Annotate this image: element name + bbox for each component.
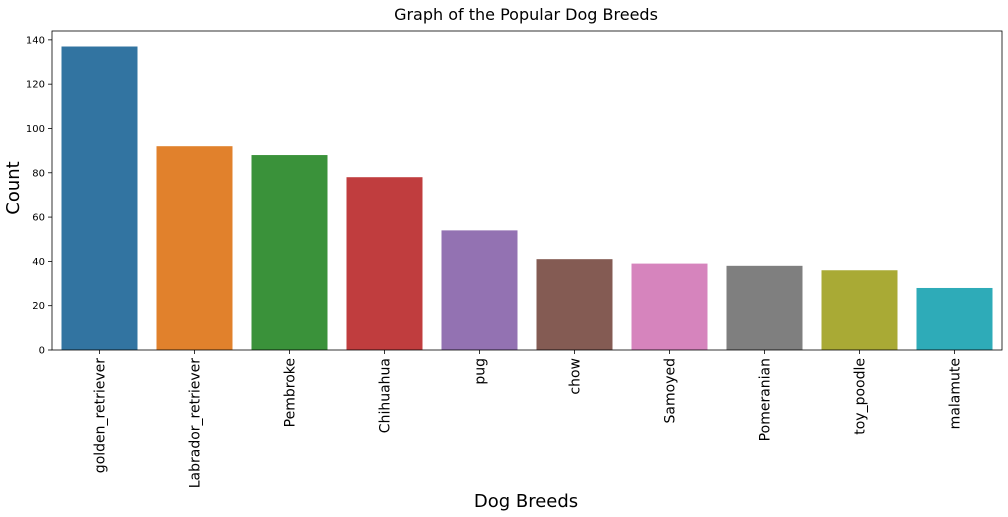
y-tick-label: 60 <box>32 213 45 224</box>
x-tick-label: Pembroke <box>283 358 299 427</box>
x-tick-label: golden_retriever <box>93 358 109 473</box>
bar-toy-poodle <box>821 270 898 350</box>
x-tick-label: toy_poodle <box>853 358 869 435</box>
bar-labrador-retriever <box>156 146 233 350</box>
y-tick-label: 20 <box>32 301 45 312</box>
x-tick-label: Samoyed <box>663 358 679 423</box>
x-axis-label: Dog Breeds <box>474 491 578 512</box>
bar-pug <box>441 230 518 350</box>
x-axis-ticks: golden_retriever Labrador_retriever Pembro… <box>93 350 964 488</box>
y-axis-label: Count <box>3 161 24 214</box>
bar-malamute <box>916 287 993 350</box>
y-tick-label: 120 <box>26 80 45 91</box>
y-tick-label: 140 <box>26 35 45 46</box>
bar-chihuahua <box>346 177 423 350</box>
x-tick-label: malamute <box>948 358 964 429</box>
bar-pomeranian <box>726 265 803 350</box>
x-tick-label: pug <box>473 358 489 385</box>
plot-frame <box>51 30 1003 351</box>
bar-samoyed <box>631 263 708 350</box>
x-tick-label: Pomeranian <box>758 358 774 441</box>
bar-pembroke <box>251 155 328 350</box>
chart-title: Graph of the Popular Dog Breeds <box>394 5 658 24</box>
y-tick-label: 80 <box>32 168 45 179</box>
y-axis-ticks: 0 20 40 60 80 100 120 140 <box>26 35 52 357</box>
bar-chow <box>536 259 613 350</box>
x-tick-label: Labrador_retriever <box>188 358 204 489</box>
y-tick-label: 100 <box>26 124 45 135</box>
y-tick-label: 0 <box>39 346 45 357</box>
bars-group <box>61 46 993 350</box>
x-tick-label: Chihuahua <box>378 358 394 433</box>
x-tick-label: chow <box>568 358 584 395</box>
y-tick-label: 40 <box>32 257 45 268</box>
bar-golden-retriever <box>61 46 138 350</box>
